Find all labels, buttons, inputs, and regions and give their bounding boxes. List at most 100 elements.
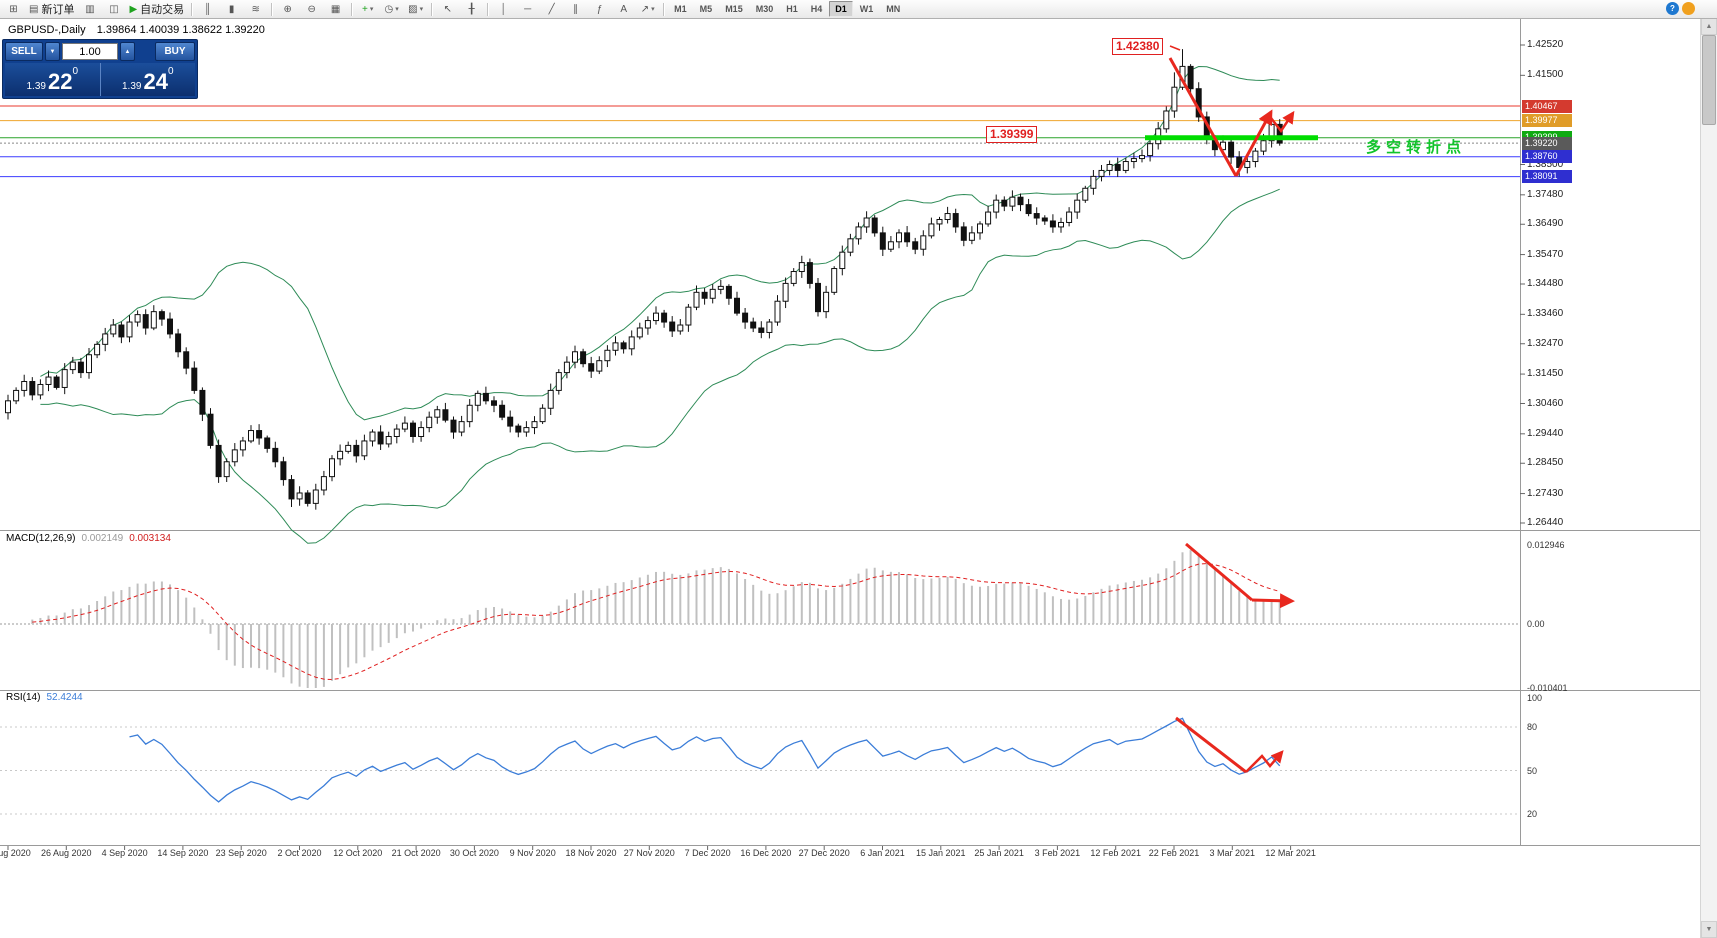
trendline-button[interactable]: ╱ — [540, 1, 563, 18]
bar-chart-button[interactable]: ║ — [196, 1, 219, 18]
date-label: 27 Dec 2020 — [798, 848, 850, 858]
indicators-icon: + — [361, 3, 368, 15]
rsi-label: RSI(14) 52.4244 — [6, 692, 83, 703]
chevron-down-icon: ▾ — [651, 6, 655, 13]
date-label: 7 Dec 2020 — [684, 848, 731, 858]
timeframe-button-M15[interactable]: M15 — [725, 4, 743, 14]
tile-windows-button[interactable]: ▦ — [324, 1, 347, 18]
level-price-callout[interactable]: 1.39399 — [986, 126, 1038, 143]
horizontal-line-button[interactable]: ─ — [516, 1, 539, 18]
date-label: 27 Nov 2020 — [623, 848, 675, 858]
scroll-up-button[interactable]: ▲ — [1701, 18, 1717, 35]
price-axis-tick: 1.34480 — [1527, 278, 1564, 289]
templates-button[interactable]: ▨ ▾ — [404, 1, 427, 18]
price-level-label: 1.39977 — [1522, 114, 1572, 128]
timeframe-button-M30[interactable]: M30 — [755, 4, 774, 14]
price-axis-tick: 1.35470 — [1527, 248, 1564, 260]
date-label: 3 Feb 2021 — [1034, 848, 1081, 858]
timeframe-button-MN[interactable]: MN — [886, 4, 901, 14]
timeframe-button-H4[interactable]: H4 — [810, 4, 823, 14]
vertical-line-button[interactable]: │ — [492, 1, 515, 18]
line-chart-icon: ≋ — [251, 3, 260, 15]
help-icon[interactable]: ? — [1666, 2, 1679, 15]
vertical-line-icon: │ — [500, 3, 507, 15]
timeframe-button-H1[interactable]: H1 — [786, 4, 798, 14]
timeframe-button-M1[interactable]: M1 — [674, 4, 687, 14]
periods-button[interactable]: ◷ ▾ — [380, 1, 403, 18]
sell-button[interactable]: SELL — [5, 42, 43, 61]
macd-name: MACD(12,26,9) — [6, 533, 76, 544]
date-label: 14 Sep 2020 — [157, 848, 209, 858]
drawn-annotations[interactable] — [1145, 45, 1318, 774]
chevron-down-icon: ▾ — [369, 6, 374, 13]
bollinger-bands — [40, 66, 1280, 544]
channel-icon: ∥ — [573, 3, 579, 15]
horizontal-price-lines[interactable] — [0, 44, 1525, 524]
autotrading-button[interactable]: ▶ 自动交易 — [126, 1, 187, 18]
cursor-button[interactable]: ↖ — [436, 1, 459, 18]
price-axis-tick: 1.37480 — [1527, 188, 1564, 200]
volume-stepper-icon[interactable]: ▲ — [120, 42, 135, 61]
fibonacci-button[interactable]: ƒ — [588, 1, 611, 18]
price-axis-tick: 1.38500 — [1527, 158, 1564, 170]
arrows-button[interactable]: ↗ ▾ — [636, 1, 659, 18]
scrollbar-thumb[interactable] — [1702, 35, 1716, 125]
sell-price-panel[interactable]: 1.39 22 0 — [5, 63, 100, 96]
trendline-icon: ╱ — [548, 3, 555, 15]
vertical-scrollbar[interactable]: ▲ ▼ — [1700, 18, 1717, 938]
ask-price-small: 1.39 — [121, 81, 142, 92]
new-order-icon: ▤ — [29, 3, 39, 15]
price-axis-tick: 1.31450 — [1527, 368, 1564, 380]
volume-input[interactable] — [62, 43, 118, 60]
indicators-button[interactable]: + ▾ — [356, 1, 379, 18]
one-click-trading-panel: SELL ▼ ▲ BUY 1.39 22 0 1.39 24 0 — [2, 39, 198, 99]
notification-icon[interactable] — [1682, 2, 1695, 15]
timeframe-button-D1[interactable]: D1 — [829, 1, 853, 17]
price-axis-tick: 1.32470 — [1527, 337, 1564, 349]
price-level-label: 1.39220 — [1522, 136, 1572, 150]
rsi-axis-tick: 20 — [1527, 809, 1538, 819]
new-order-button[interactable]: ▤ 新订单 — [26, 1, 77, 18]
symbol-period-label: GBPUSD-,Daily — [8, 24, 86, 36]
ask-price-sup: 0 — [167, 66, 174, 77]
fibonacci-icon: ƒ — [596, 3, 603, 15]
toolbar-separator — [431, 2, 433, 16]
date-label: 16 Dec 2020 — [740, 848, 792, 858]
volume-dropdown-icon[interactable]: ▼ — [45, 42, 60, 61]
market-watch-button[interactable]: ▥ — [78, 1, 101, 18]
new-chart-button[interactable]: ⊞ — [2, 1, 25, 18]
date-label: 2 Oct 2020 — [277, 848, 322, 858]
buy-button[interactable]: BUY — [155, 42, 195, 61]
rsi-axis-tick: 80 — [1527, 722, 1538, 732]
turning-point-note[interactable]: 多空转折点 — [1366, 139, 1467, 156]
autotrading-icon: ▶ — [129, 3, 138, 15]
timeframe-button-W1[interactable]: W1 — [859, 4, 874, 14]
scroll-down-button[interactable]: ▼ — [1701, 921, 1717, 938]
peak-price-callout[interactable]: 1.42380 — [1112, 38, 1164, 55]
templates-icon: ▨ — [408, 3, 418, 15]
price-axis-tick: 1.30460 — [1527, 397, 1564, 409]
date-label: 6 Jan 2021 — [860, 848, 905, 858]
zoom-in-button[interactable]: ⊕ — [276, 1, 299, 18]
cursor-icon: ↖ — [443, 3, 452, 15]
line-chart-button[interactable]: ≋ — [244, 1, 267, 18]
candlestick-chart-icon: ▮ — [228, 3, 235, 15]
timeframe-button-M5[interactable]: M5 — [699, 4, 713, 14]
panel-borders — [0, 18, 1717, 850]
navigator-button[interactable]: ◫ — [102, 1, 125, 18]
price-axis-tick: 1.27430 — [1527, 487, 1564, 499]
toolbar-separator — [191, 2, 193, 16]
text-button[interactable]: A — [612, 1, 635, 18]
buy-price-panel[interactable]: 1.39 24 0 — [101, 63, 196, 96]
zoom-out-button[interactable]: ⊖ — [300, 1, 323, 18]
candlestick-chart-button[interactable]: ▮ — [220, 1, 243, 18]
candlesticks — [5, 49, 1283, 510]
rsi-axis-tick: 100 — [1527, 693, 1543, 703]
chevron-down-icon: ▾ — [395, 6, 399, 13]
crosshair-button[interactable]: ╂ — [460, 1, 483, 18]
tile-windows-icon: ▦ — [330, 3, 341, 15]
market-watch-icon: ▥ — [85, 3, 95, 15]
channel-button[interactable]: ∥ — [564, 1, 587, 18]
